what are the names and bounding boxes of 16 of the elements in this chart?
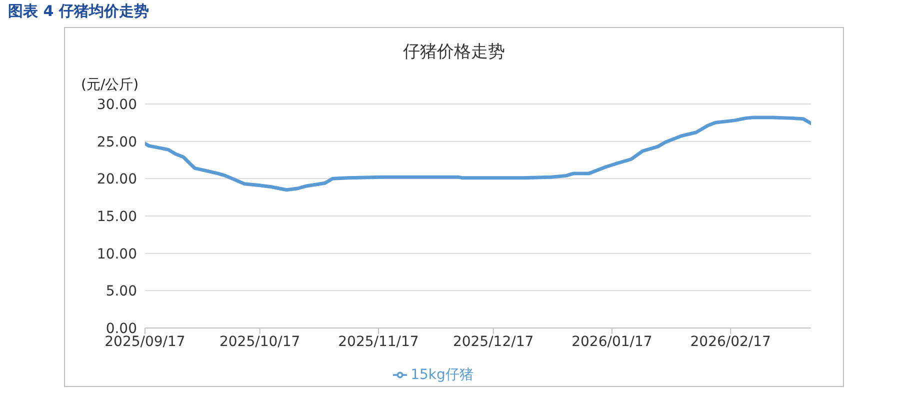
y-tick-label: 20.00 <box>96 172 137 188</box>
x-tick-label: 2026/02/17 <box>690 334 771 350</box>
y-tick-label: 25.00 <box>96 134 137 150</box>
chart-subtitle: 仔猪价格走势 <box>402 41 506 63</box>
x-tick-label: 2025/12/17 <box>452 334 534 350</box>
y-axis-title: (元/公斤) <box>81 76 139 94</box>
y-tick-label: 15.00 <box>96 208 137 225</box>
y-tick-label: 30.00 <box>96 96 137 113</box>
x-tick-label: 2026/01/17 <box>572 334 652 350</box>
legend-label: 15kg仔猪 <box>410 367 474 383</box>
chart-title: 图表 4 仔猪均价走势 <box>8 2 150 21</box>
x-tick-label: 2025/11/17 <box>338 334 419 350</box>
y-tick-label: 5.00 <box>106 284 137 300</box>
y-tick-label: 10.00 <box>96 246 137 262</box>
line-series <box>145 116 811 192</box>
x-tick-label: 2025/10/17 <box>219 334 300 350</box>
